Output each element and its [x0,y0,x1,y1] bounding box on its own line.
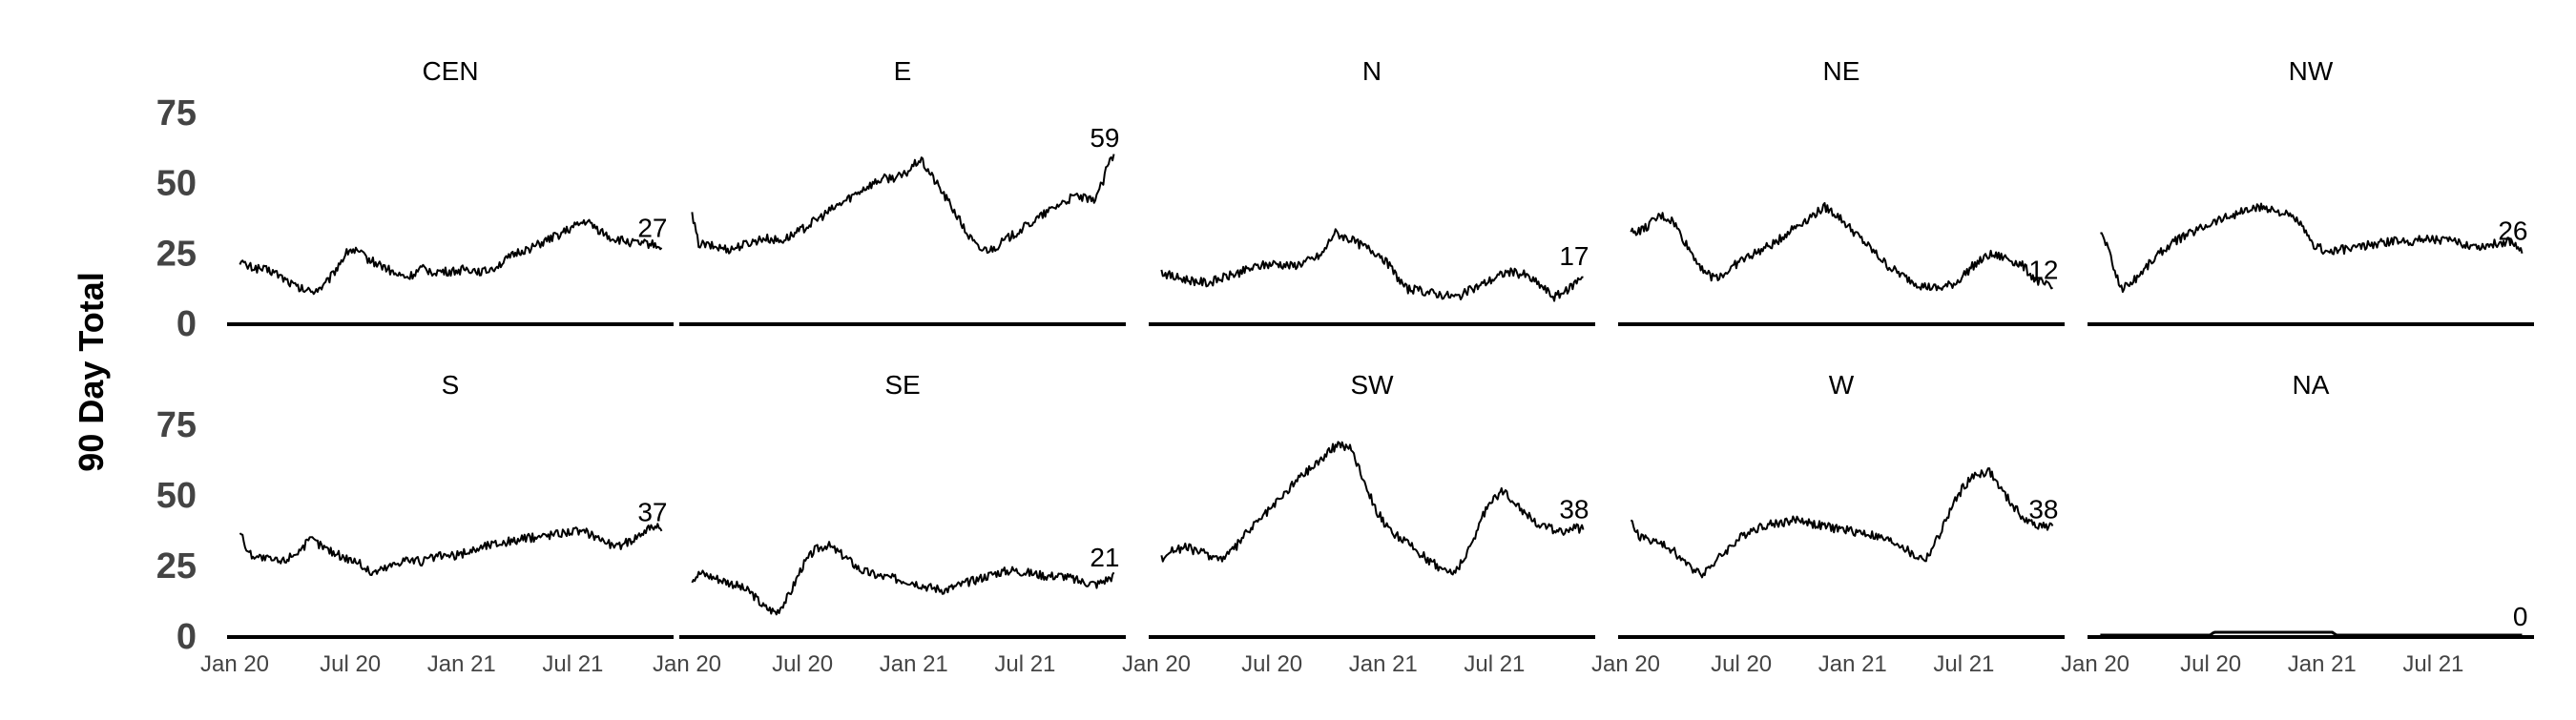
x-tick-label: Jan 20 [1122,651,1191,677]
end-value-label: 21 [1090,543,1119,572]
y-tick-label: 75 [156,405,197,445]
end-value-label: 37 [637,497,667,526]
x-tick-label: Jan 21 [2288,651,2357,677]
y-axis-title: 90 Day Total [72,272,111,471]
facet-panel-sw: SW Jan 20 Jul 20 Jan 21 Jul 21 38 [1122,370,1595,677]
x-tick-label: Jul 20 [2180,651,2241,677]
facet-panel-nw: NW 26 [2088,56,2534,326]
end-value-label: 17 [1559,241,1589,271]
facet-panel-se: SE Jan 20 Jul 20 Jan 21 Jul 21 21 [653,370,1126,677]
facet-panel-n: N 17 [1149,56,1595,326]
y-tick-label: 75 [156,93,197,134]
series-line-cen [239,218,663,296]
series-line-se [691,541,1115,616]
x-tick-label: Jul 21 [1464,651,1525,677]
y-tick-label: 0 [177,617,197,657]
x-tick-label: Jan 20 [200,651,269,677]
x-tick-label: Jul 20 [1711,651,1772,677]
x-tick-label: Jul 20 [772,651,833,677]
panel-title-se: SE [884,370,920,400]
end-value-label: 38 [2028,495,2058,525]
end-value-label: 59 [1090,123,1119,153]
x-tick-label: Jan 20 [653,651,721,677]
series-line-e [691,154,1115,255]
facet-panel-e: E 59 [679,56,1126,326]
panel-title-sw: SW [1350,370,1394,400]
facet-panel-s: S 0 25 50 75 Jan 20 Jul 20 Jan 21 Jul 21 37 [156,370,674,677]
x-tick-label: Jan 21 [1349,651,1418,677]
series-line-nw [2100,202,2524,294]
end-value-label: 12 [2028,256,2058,285]
end-value-label: 0 [2513,602,2528,631]
x-tick-label: Jul 20 [320,651,381,677]
x-tick-label: Jan 20 [2061,651,2129,677]
x-tick-label: Jan 20 [1591,651,1660,677]
facet-panel-cen: CEN 0 25 50 75 27 [156,56,674,344]
x-tick-label: Jul 21 [2402,651,2463,677]
series-line-s [239,523,663,576]
y-tick-label: 25 [156,234,197,274]
series-line-sw [1160,441,1585,576]
panel-title-cen: CEN [422,56,478,86]
facet-panel-ne: NE 12 [1618,56,2065,326]
x-tick-label: Jul 21 [1933,651,1994,677]
y-tick-label: 50 [156,164,197,204]
y-tick-label: 0 [177,304,197,344]
panel-title-w: W [1829,370,1855,400]
x-tick-label: Jul 21 [542,651,603,677]
panel-title-s: S [442,370,460,400]
end-value-label: 27 [637,213,667,242]
facet-panel-w: W Jan 20 Jul 20 Jan 21 Jul 21 38 [1591,370,2065,677]
series-line-n [1160,228,1584,302]
panel-title-na: NA [2293,370,2330,400]
end-value-label: 38 [1559,495,1589,525]
x-tick-label: Jan 21 [1818,651,1887,677]
end-value-label: 26 [2498,216,2527,245]
facet-panel-na: NA Jan 20 Jul 20 Jan 21 Jul 21 0 [2061,370,2534,677]
panel-title-e: E [894,56,912,86]
x-tick-label: Jan 21 [880,651,948,677]
panel-title-n: N [1362,56,1381,86]
y-tick-label: 25 [156,546,197,586]
panel-title-nw: NW [2289,56,2334,86]
facet-panels: CEN 0 25 50 75 27 E 59 N 17 NE 12 NW 26 S 0 25 50 75 Jan 20… [156,56,2534,677]
x-tick-label: Jul 20 [1241,651,1302,677]
series-line-ne [1630,201,2053,292]
x-tick-label: Jan 21 [427,651,496,677]
y-tick-label: 50 [156,476,197,516]
series-line-na [2100,630,2523,637]
series-line-w [1630,467,2054,579]
x-tick-label: Jul 21 [994,651,1055,677]
panel-title-ne: NE [1823,56,1860,86]
